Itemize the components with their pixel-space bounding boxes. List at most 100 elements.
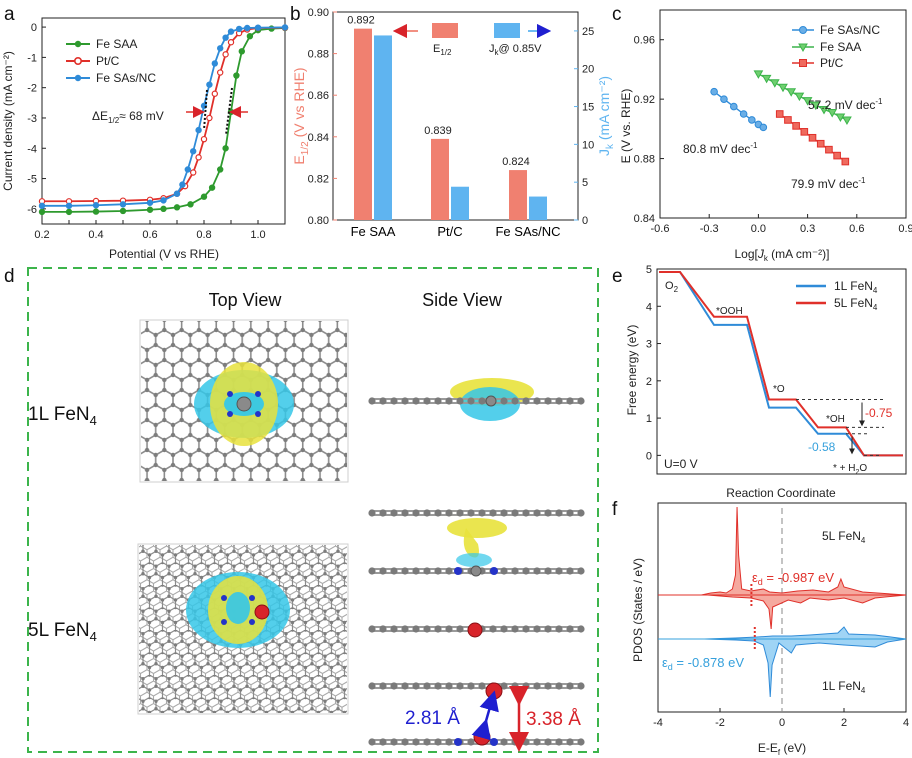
legend-c-fe-saa: Fe SAA [820, 40, 861, 54]
panel-a-xlabel: Potential (V vs RHE) [109, 247, 219, 261]
layer-5l-5-atom [412, 738, 420, 746]
data-point [227, 39, 235, 46]
bar-data-label: 0.824 [502, 156, 530, 168]
layer-5l-1-atom [577, 509, 585, 517]
panel-a-xtick-label: 0.6 [142, 229, 157, 241]
n-atom [221, 595, 227, 601]
fe-atom-side-1l [485, 395, 497, 407]
layer-5l-2-atom [412, 567, 420, 575]
panel-e-ytick-label: 0 [646, 450, 652, 462]
data-point [216, 166, 224, 173]
data-point [233, 72, 240, 79]
panel-a-xtick-label: 0.2 [34, 229, 49, 241]
layer-5l-4-atom [379, 682, 387, 690]
panel-c-xtick-label: 0.0 [751, 223, 766, 235]
data-point [246, 32, 254, 40]
layer-5l-1-atom [533, 509, 541, 517]
panel-b-ytick-right-label: 5 [582, 177, 588, 189]
panel-b-category-label: Pt/C [437, 224, 462, 239]
bar-data-label: 0.839 [424, 125, 452, 137]
panel-e-ytick-label: 5 [646, 264, 652, 276]
layer-5l-5-atom [500, 738, 508, 746]
panel-b-ytick-left-label: 0.82 [308, 173, 329, 185]
bar-jk [529, 196, 547, 220]
panel-c-xlabel: Log[Jk (mA cm⁻²)] [734, 247, 829, 263]
data-point [184, 166, 191, 173]
panel-d-dashed-border [27, 267, 599, 753]
panel-c-series [710, 70, 852, 166]
panel-f-xtick-label: -2 [715, 717, 725, 729]
n-atom [227, 411, 233, 417]
panel-c-slope-fe-sas-nc: 80.8 mV dec-1 [683, 141, 758, 156]
panel-a-ytick-label: -2 [27, 83, 37, 95]
legend-marker-ptc [74, 56, 83, 65]
layer-5l-5-atom [522, 738, 530, 746]
panel-c-slope-fe-saa: 57.2 mV dec-1 [808, 97, 883, 112]
panel-c-ytick-label: 0.88 [634, 154, 655, 166]
bar-e12 [431, 138, 449, 220]
legend-5l-fen4: 5L FeN4 [834, 296, 878, 312]
n-atom [255, 391, 261, 397]
pdos-5l-spin-up [658, 506, 907, 596]
layer-5l-3-atom [412, 625, 420, 633]
layer-5l-3-atom [434, 625, 442, 633]
data-point-circle [730, 102, 738, 111]
layer-1l-atom [368, 397, 376, 405]
legend-marker-fe-sas-nc [74, 74, 82, 82]
o-atom-5l-side-upper [467, 622, 483, 638]
data-point [119, 207, 127, 215]
panel-a-delta-annotation: ΔE1/2≈ 68 mV [92, 109, 164, 125]
layer-5l-3-atom [379, 625, 387, 633]
panel-f-axes: -4 -2 0 2 4 [653, 708, 909, 729]
layer-5l-2-atom [423, 567, 431, 575]
layer-5l-5-atom [423, 738, 431, 746]
data-point [173, 204, 181, 211]
bar-jk [451, 186, 469, 220]
layer-5l-2-atom [434, 567, 442, 575]
data-point-square [808, 133, 817, 142]
data-point-circle [748, 116, 756, 124]
panel-b-ytick-left-label: 0.80 [308, 215, 329, 227]
pdos-label-5l: 5L FeN4 [822, 529, 866, 545]
data-point [235, 25, 243, 33]
data-point [38, 208, 46, 216]
panel-b-ytick-left-label: 0.84 [308, 132, 329, 144]
layer-5l-3-atom [522, 625, 530, 633]
layer-5l-3-atom [511, 625, 519, 633]
layer-5l-3-atom [533, 625, 541, 633]
data-point [146, 199, 154, 206]
panel-c: c -0.6 -0.3 0.0 0.3 0.6 0.9 0.84 0.88 0.92 0.96 L… [612, 4, 912, 263]
panel-c-frame [659, 9, 907, 219]
data-point-triangle [802, 97, 813, 106]
distance-label-3-38: 3.38 Å [526, 709, 581, 730]
panel-c-ytick-label: 0.96 [634, 35, 655, 47]
legend-ptc: Pt/C [96, 54, 120, 68]
panel-a-frame [41, 17, 286, 225]
species-o2: O2 [665, 280, 679, 294]
o-atom-5l-top [254, 604, 270, 620]
layer-5l-4-atom [390, 682, 398, 690]
layer-5l-4-atom [412, 682, 420, 690]
layer-1l-atom [379, 397, 387, 405]
layer-1l-atom [456, 397, 464, 405]
panel-f-xtick-label: 2 [841, 717, 847, 729]
layer-5l-1-atom [434, 509, 442, 517]
data-point-square [800, 128, 809, 136]
n-atom-side [454, 738, 462, 746]
panel-e-legend: 1L FeN4 5L FeN4 [796, 279, 878, 312]
layer-5l-3-atom [566, 625, 574, 633]
panel-c-xtick-label: -0.6 [651, 223, 670, 235]
n-atom [249, 619, 255, 625]
layer-5l-4-atom [434, 682, 442, 690]
layer-5l-2-atom [533, 567, 541, 575]
layer-1l-atom [445, 397, 453, 405]
panel-a-legend: Fe SAA Pt/C Fe SAs/NC [66, 37, 156, 85]
data-point [173, 190, 181, 197]
n-atom [255, 411, 261, 417]
panel-label-b: b [290, 4, 301, 25]
panel-label-c: c [612, 4, 622, 25]
panel-a-dashed-ptc [203, 89, 208, 131]
layer-5l-4-atom [533, 682, 541, 690]
data-point [187, 201, 194, 208]
